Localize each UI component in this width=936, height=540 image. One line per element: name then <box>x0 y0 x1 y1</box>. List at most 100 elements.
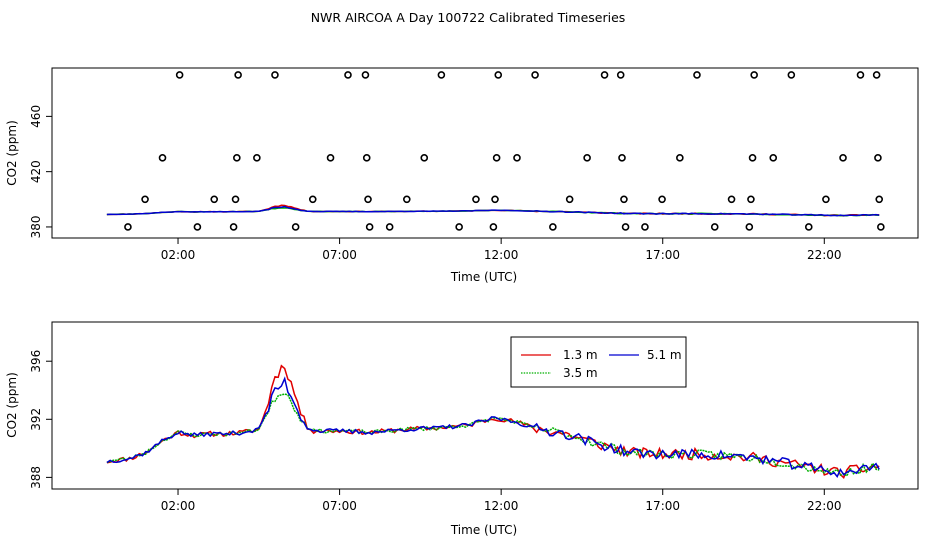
calibration-point <box>531 71 539 79</box>
calibration-point <box>875 195 884 204</box>
top-x-tick-label: 22:00 <box>807 248 842 262</box>
calibration-point <box>492 154 501 162</box>
calibration-point <box>234 71 242 79</box>
calibration-point <box>420 154 429 162</box>
calibration-point <box>361 71 370 79</box>
calibration-point <box>693 71 701 79</box>
calibration-point <box>210 195 219 204</box>
calibration-point <box>175 71 184 79</box>
top-series-lines <box>106 204 880 217</box>
top-calibration-points <box>124 71 885 231</box>
calibration-point <box>565 195 574 204</box>
calibration-point <box>620 195 628 204</box>
calibration-point <box>364 195 372 204</box>
bottom-plot-frame <box>51 321 919 490</box>
top-y-axis-label: CO2 (ppm) <box>5 120 19 186</box>
calibration-point <box>124 223 132 231</box>
top-x-tick-label: 07:00 <box>322 248 357 262</box>
calibration-point <box>658 195 666 204</box>
calibration-point <box>308 195 317 204</box>
calibration-point <box>437 71 446 79</box>
calibration-point <box>365 223 374 231</box>
calibration-point <box>600 71 609 79</box>
calibration-point <box>362 154 371 162</box>
legend-label-3-5m: 3.5 m <box>563 366 598 380</box>
legend-label-1-3m: 1.3 m <box>563 348 598 362</box>
legend-box <box>510 336 687 388</box>
bottom-x-tick-label: 22:00 <box>807 499 842 513</box>
calibration-point <box>455 223 463 231</box>
bottom-y-tick-label: 388 <box>29 466 43 489</box>
bottom-y-axis-label: CO2 (ppm) <box>5 372 19 438</box>
calibration-point <box>804 223 813 231</box>
top-x-axis: 02:00 07:00 12:00 17:00 22:00 <box>161 238 842 262</box>
calibration-point <box>291 223 300 231</box>
calibration-point <box>621 223 630 231</box>
figure-title: NWR AIRCOA A Day 100722 Calibrated Times… <box>311 10 626 25</box>
calibration-point <box>193 223 202 231</box>
calibration-point <box>616 71 625 79</box>
top-x-tick-label: 17:00 <box>645 248 680 262</box>
calibration-point <box>676 154 684 162</box>
calibration-point <box>271 71 279 79</box>
calibration-point <box>489 223 498 231</box>
top-y-tick-label: 420 <box>29 160 43 183</box>
calibration-point <box>710 223 719 231</box>
calibration-point <box>229 223 238 231</box>
series-line-5-1-m <box>106 376 880 479</box>
calibration-point <box>158 154 167 162</box>
bottom-y-axis: 388 392 396 <box>29 350 52 489</box>
calibration-point <box>253 154 261 162</box>
bottom-x-axis: 02:00 07:00 12:00 17:00 22:00 <box>161 489 842 513</box>
calibration-point <box>494 71 503 79</box>
top-x-tick-label: 02:00 <box>161 248 196 262</box>
top-panel: 02:00 07:00 12:00 17:00 22:00 380 420 460 Time… <box>5 67 919 284</box>
calibration-point <box>874 154 882 162</box>
top-x-tick-label: 12:00 <box>484 248 519 262</box>
bottom-y-tick-label: 392 <box>29 408 43 431</box>
top-y-tick-label: 380 <box>29 215 43 238</box>
calibration-point <box>618 154 626 162</box>
top-y-axis: 380 420 460 <box>29 105 52 238</box>
bottom-x-tick-label: 07:00 <box>322 499 357 513</box>
calibration-point <box>583 154 591 162</box>
calibration-point <box>326 154 335 162</box>
top-series-line-5-1-m <box>106 205 880 217</box>
bottom-x-tick-label: 17:00 <box>645 499 680 513</box>
calibration-point <box>839 154 847 162</box>
calibration-point <box>491 195 499 204</box>
bottom-series-lines <box>106 364 880 479</box>
top-plot-frame <box>51 67 919 239</box>
calibration-point <box>822 195 830 204</box>
top-y-tick-label: 460 <box>29 105 43 128</box>
calibration-point <box>787 71 796 79</box>
calibration-point <box>403 195 411 204</box>
calibration-point <box>233 154 241 162</box>
calibration-point <box>856 71 865 79</box>
calibration-point <box>549 223 557 231</box>
bottom-panel: 02:00 07:00 12:00 17:00 22:00 388 392 396 Time… <box>5 321 919 537</box>
calibration-point <box>750 71 758 79</box>
calibration-point <box>641 223 649 231</box>
calibration-point <box>747 195 755 204</box>
bottom-x-tick-label: 02:00 <box>161 499 196 513</box>
calibration-point <box>513 154 521 162</box>
bottom-x-tick-label: 12:00 <box>484 499 519 513</box>
bottom-x-axis-label: Time (UTC) <box>450 523 517 537</box>
top-x-axis-label: Time (UTC) <box>450 270 517 284</box>
calibration-point <box>344 71 352 79</box>
calibration-point <box>385 223 394 231</box>
calibration-point <box>727 195 736 204</box>
calibration-point <box>745 223 754 231</box>
legend-label-5-1m: 5.1 m <box>647 348 682 362</box>
calibration-point <box>472 195 480 204</box>
calibration-point <box>748 154 757 162</box>
calibration-point <box>872 71 881 79</box>
bottom-y-tick-label: 396 <box>29 350 43 373</box>
calibration-point <box>141 195 149 204</box>
calibration-point <box>231 195 240 204</box>
calibration-point <box>877 223 885 231</box>
calibration-point <box>769 154 778 162</box>
legend: 1.3 m 5.1 m 3.5 m <box>510 336 687 388</box>
